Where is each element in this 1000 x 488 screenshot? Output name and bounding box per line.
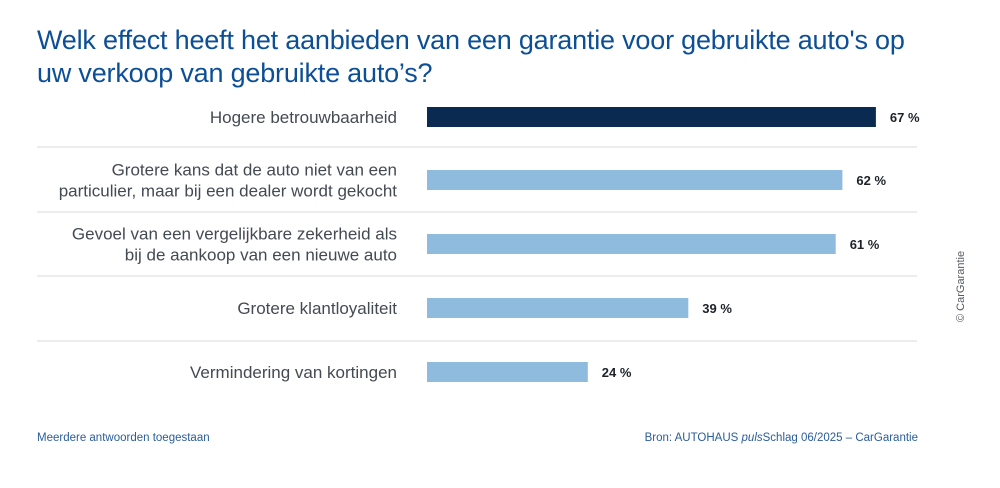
bar bbox=[427, 170, 843, 190]
category-label: Vermindering van kortingen bbox=[190, 363, 397, 382]
source-prefix: Bron: AUTOHAUS bbox=[644, 432, 742, 444]
bar bbox=[427, 107, 876, 127]
value-label: 24 % bbox=[602, 365, 632, 380]
category-label: Hogere betrouwbaarheid bbox=[210, 108, 397, 127]
value-label: 61 % bbox=[850, 237, 880, 252]
copyright-notice: © CarGarantie bbox=[955, 250, 967, 322]
category-label: Grotere kans dat de auto niet van een bbox=[112, 161, 397, 180]
category-label: bij de aankoop van een nieuwe auto bbox=[125, 246, 397, 265]
footer-source: Bron: AUTOHAUS pulsSchlag 06/2025 – CarG… bbox=[645, 432, 918, 444]
bar bbox=[427, 234, 836, 254]
chart-title: Welk effect heeft het aanbieden van een … bbox=[37, 25, 905, 88]
bar bbox=[427, 298, 689, 318]
source-italic: puls bbox=[741, 432, 763, 444]
value-label: 67 % bbox=[890, 110, 920, 125]
value-label: 62 % bbox=[856, 173, 886, 188]
category-label: Grotere klantloyaliteit bbox=[237, 299, 397, 318]
category-label: Gevoel van een vergelijkbare zekerheid a… bbox=[72, 225, 397, 244]
bar bbox=[427, 362, 588, 382]
category-label: particulier, maar bij een dealer wordt g… bbox=[59, 182, 398, 201]
source-suffix: Schlag 06/2025 – CarGarantie bbox=[762, 432, 918, 444]
footer-note: Meerdere antwoorden toegestaan bbox=[37, 432, 210, 444]
value-label: 39 % bbox=[702, 301, 732, 316]
